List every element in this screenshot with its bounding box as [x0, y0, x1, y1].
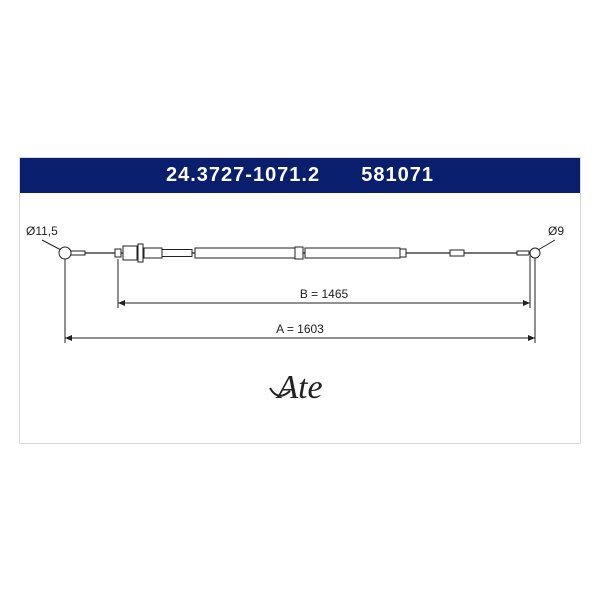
part-number: 24.3727-1071.2: [166, 164, 320, 186]
part-card: 24.3727-1071.2 581071 Ø11,5 Ø9 B = 1465 A =…: [19, 157, 581, 444]
technical-drawing-svg: Ø11,5 Ø9 B = 1465 A = 1603 Ate: [20, 193, 580, 443]
part-code: 581071: [361, 164, 434, 186]
left-diameter-label: Ø11,5: [26, 224, 58, 238]
diagram-area: Ø11,5 Ø9 B = 1465 A = 1603 Ate: [20, 193, 580, 443]
dimension-b-label: B = 1465: [300, 287, 349, 301]
right-diameter-label: Ø9: [548, 224, 564, 238]
brand-logo: Ate: [275, 369, 322, 406]
header-bar: 24.3727-1071.2 581071: [20, 158, 580, 193]
dimension-a-label: A = 1603: [276, 322, 324, 336]
